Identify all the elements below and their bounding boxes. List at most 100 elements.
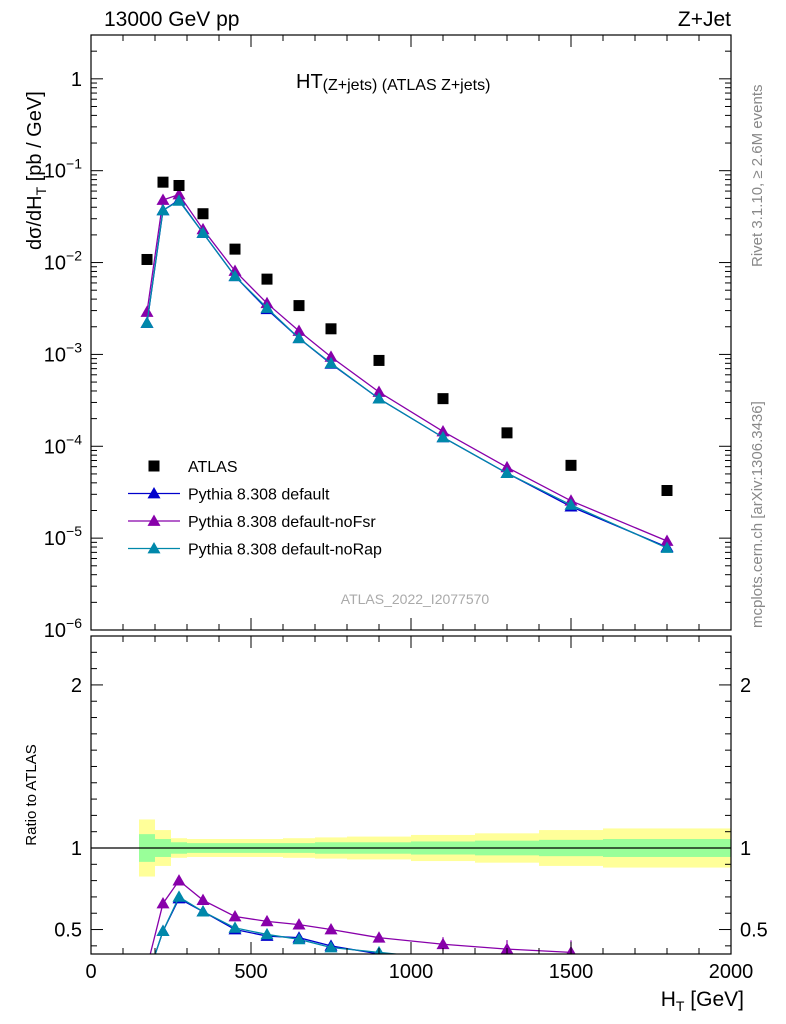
main-y-tick-exp: −2 — [66, 248, 82, 264]
ratio-series-point — [292, 932, 306, 945]
x-axis-label: HT [GeV] — [661, 988, 744, 1014]
ratio-series-point — [372, 931, 386, 943]
main-series-point — [156, 193, 170, 205]
legend-label: Pythia 8.308 default-noFsr — [188, 514, 376, 531]
main-y-tick-exp: −1 — [66, 156, 82, 172]
ratio-y-tick-label-right: 1 — [740, 838, 751, 860]
atlas-data-point — [261, 273, 273, 285]
ratio-series-point — [228, 909, 242, 922]
main-series-point — [436, 424, 450, 437]
ratio-series-point — [172, 890, 186, 902]
main-y-tick-base: 10 — [44, 161, 66, 183]
main-y-tick-base: 1 — [71, 69, 82, 91]
main-series-point — [436, 430, 450, 443]
main-series-point — [564, 498, 578, 510]
main-y-tick-base: 10 — [44, 344, 66, 366]
main-series-point — [140, 316, 154, 328]
main-series-point — [660, 534, 674, 546]
main-y-tick-exp: −5 — [66, 523, 82, 539]
atlas-data-point — [157, 176, 169, 188]
ratio-x-tick-label: 2000 — [709, 961, 754, 983]
atlas-data-point — [197, 208, 209, 220]
xlabel-sub: T — [676, 998, 685, 1014]
main-y-tick-exp: −3 — [66, 339, 82, 355]
main-y-tick-label: 1 — [71, 69, 82, 91]
main-y-tick-exp: −4 — [66, 431, 82, 447]
main-series-point — [228, 269, 242, 282]
main-y-tick-base: 10 — [44, 528, 66, 550]
ratio-series-point — [196, 905, 210, 917]
main-y-axis-label: dσ/dHT [pb / GeV] — [24, 91, 49, 250]
ratio-series-point — [228, 921, 242, 933]
ratio-y-tick-label-right: 0.5 — [740, 920, 768, 942]
main-y-tick-label: 10−5 — [44, 523, 82, 550]
ratio-y-tick-label: 1 — [71, 838, 82, 860]
main-series-point — [500, 460, 514, 473]
main-series-point — [196, 226, 210, 238]
main-y-tick-base: 10 — [44, 253, 66, 275]
legend-label: ATLAS — [188, 459, 238, 476]
atlas-data-point — [293, 300, 305, 312]
main-series-point — [260, 301, 274, 313]
legend-label: Pythia 8.308 default — [188, 487, 330, 504]
ratio-series-point — [156, 896, 170, 909]
main-series-point — [324, 356, 338, 369]
main-frame — [90, 34, 732, 631]
main-series-point — [172, 188, 186, 200]
atlas-data-point — [373, 354, 385, 366]
main-series-point — [156, 203, 170, 216]
atlas-data-point — [501, 427, 513, 439]
main-ylabel-main: dσ/dH — [24, 195, 46, 250]
main-title: HT(Z+jets) (ATLAS Z+jets) — [296, 71, 490, 94]
main-y-tick-label: 10−6 — [44, 615, 82, 642]
main-y-tick-label: 10−4 — [44, 431, 82, 458]
legend: ATLAS Pythia 8.308 default Pythia 8.308 de… — [128, 459, 382, 559]
ratio-series-point — [324, 940, 338, 953]
ratio-series-point — [172, 874, 186, 886]
header-right: Z+Jet — [678, 8, 731, 31]
main-series-point — [660, 541, 674, 553]
ratio-axes-layer: 0 500 1000 1500 2000 0.5 0.5 1 1 2 2 — [54, 635, 768, 983]
main-y-tick-base: 10 — [44, 620, 66, 642]
atlas-data-point — [325, 323, 337, 335]
legend-atlas-marker — [148, 460, 160, 472]
legend-marker — [147, 514, 161, 526]
main-series-point — [172, 194, 186, 206]
ratio-x-tick-label: 500 — [234, 961, 267, 983]
main-series-point — [324, 350, 338, 362]
atlas-data-point — [661, 485, 673, 497]
ratio-series-line — [154, 897, 388, 954]
atlas-data-point — [173, 179, 185, 191]
ratio-series-point — [292, 918, 306, 930]
analysis-watermark: ATLAS_2022_I2077570 — [341, 591, 490, 607]
ratio-y-tick-label: 0.5 — [54, 920, 82, 942]
ratio-series-line — [154, 895, 402, 954]
main-series-point — [500, 466, 514, 479]
main-series-point — [292, 324, 306, 336]
ratio-series-point — [156, 924, 170, 937]
ratio-x-tick-label: 1500 — [549, 961, 594, 983]
main-data-layer — [140, 176, 674, 553]
rivet-version-text: Rivet 3.1.10, ≥ 2.6M events — [749, 85, 766, 268]
atlas-data-point — [565, 459, 577, 471]
main-y-tick-base: 10 — [44, 436, 66, 458]
xlabel-main: H — [661, 988, 676, 1011]
main-axes-layer: 10−610−510−410−310−210−11 — [44, 34, 732, 642]
ratio-x-tick-label: 0 — [85, 961, 96, 983]
ratio-series-point — [196, 893, 210, 906]
ratio-x-tick-label: 1000 — [389, 961, 434, 983]
main-series-point — [292, 331, 306, 344]
legend-label: Pythia 8.308 default-noRap — [188, 542, 382, 559]
main-y-tick-label: 10−3 — [44, 339, 82, 366]
main-title-main: HT — [296, 71, 323, 93]
ratio-series-point — [260, 927, 274, 940]
main-y-tick-exp: −6 — [66, 615, 82, 631]
ratio-y-tick-label-right: 2 — [740, 675, 751, 697]
main-y-tick-label: 10−2 — [44, 248, 82, 275]
main-ylabel-tail: [pb / GeV] — [24, 91, 46, 187]
main-title-sub: (Z+jets) (ATLAS Z+jets) — [323, 77, 491, 94]
main-series-point — [140, 305, 154, 317]
ratio-y-tick-label: 2 — [71, 675, 82, 697]
atlas-data-point — [437, 393, 449, 405]
